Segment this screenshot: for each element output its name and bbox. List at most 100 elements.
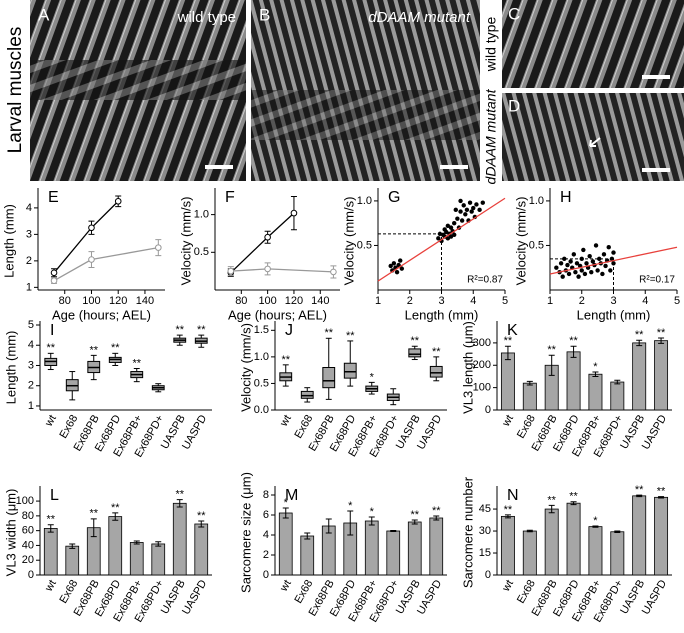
error-bar	[526, 529, 533, 533]
significance: *	[593, 361, 598, 373]
point	[587, 253, 592, 259]
significance: **	[111, 342, 120, 354]
panel-label: A	[38, 5, 50, 24]
error-bar	[69, 543, 76, 549]
x-tick-label: 120	[285, 295, 303, 307]
significance: **	[504, 504, 513, 516]
significance: **	[432, 505, 441, 517]
panel-label: J	[285, 322, 293, 339]
point	[579, 268, 584, 273]
y-tick-label: 0.5	[357, 239, 372, 251]
x-tick-label: 3	[438, 295, 444, 307]
box	[429, 365, 443, 378]
panel-label: D	[508, 96, 520, 115]
error-bar	[176, 499, 183, 508]
bar	[429, 517, 444, 576]
point	[453, 207, 458, 213]
point	[458, 209, 463, 214]
error-bar	[592, 525, 599, 528]
error-bar	[548, 354, 555, 376]
significance: *	[370, 506, 375, 518]
significance: **	[111, 502, 120, 514]
y-tick-label: 100	[473, 382, 491, 394]
micrograph	[502, 93, 684, 181]
point	[88, 256, 95, 263]
x-tick-label: 5	[502, 295, 508, 307]
significance: *	[370, 371, 375, 383]
y-tick-label: 1	[28, 400, 34, 412]
significance: **	[504, 335, 513, 347]
point	[330, 268, 337, 276]
bar	[500, 352, 515, 411]
micrograph	[502, 0, 684, 88]
y-tick-label: 20	[22, 554, 34, 566]
x-tick-label: Ex68	[515, 578, 538, 606]
point	[469, 209, 474, 214]
y-tick-label: 4	[263, 529, 269, 541]
bar	[588, 526, 603, 576]
x-tick-label: 3	[610, 295, 616, 307]
panel-label: C	[508, 4, 520, 23]
point	[477, 207, 482, 213]
significance: **	[547, 344, 556, 356]
error-bar	[570, 345, 577, 358]
y-tick-label: 3	[26, 228, 32, 240]
point	[264, 233, 271, 241]
x-tick-label: 4	[642, 295, 648, 307]
scale-bar	[642, 168, 670, 172]
y-axis-label: Velocity (mm/s)	[178, 197, 193, 286]
y-tick-label: 60	[22, 525, 34, 537]
bar	[522, 382, 537, 411]
bar	[300, 535, 315, 576]
x-tick-label: 80	[59, 295, 71, 307]
bar	[129, 542, 144, 576]
significance: **	[346, 330, 355, 342]
y-tick-label: 45	[479, 503, 491, 515]
point	[264, 265, 271, 273]
error-bar	[636, 494, 643, 498]
bar	[108, 516, 123, 576]
bar	[588, 373, 603, 411]
error-bar	[133, 540, 140, 545]
y-tick-label: 1.0	[529, 195, 544, 207]
x-tick-label: wt	[42, 413, 58, 429]
point	[566, 271, 572, 277]
y-tick-label: 0.0	[254, 404, 269, 416]
box	[300, 390, 314, 399]
bar	[522, 530, 537, 576]
bar	[654, 340, 669, 411]
x-tick-label: 4	[470, 295, 476, 307]
point	[114, 197, 122, 205]
y-tick-label: 0	[28, 569, 34, 581]
error-bar	[411, 519, 418, 525]
y-tick-label: 0	[485, 404, 491, 416]
y-tick-label: 6	[263, 509, 269, 521]
point	[609, 256, 615, 262]
y-axis-label: Velocity (mm/s)	[238, 323, 253, 412]
x-axis-label: Age (hours; AEL)	[228, 307, 327, 322]
bar	[544, 508, 559, 576]
point	[573, 269, 578, 275]
y-tick-label: 40	[22, 539, 34, 551]
point	[464, 207, 470, 213]
point	[452, 232, 457, 237]
point	[227, 267, 235, 275]
significance: **	[132, 357, 141, 369]
x-tick-label: 80	[235, 295, 247, 307]
x-axis-label: Length (mm)	[577, 307, 651, 322]
y-tick-label: 2	[28, 380, 34, 392]
fit-line	[549, 246, 678, 275]
series-line	[230, 268, 334, 273]
point	[436, 236, 441, 241]
error-bar	[155, 541, 162, 547]
panel-label: M	[285, 487, 298, 504]
significance: **	[175, 324, 184, 336]
y-axis-label: VL3 width (μm)	[3, 489, 18, 577]
point	[458, 198, 463, 204]
error-bar	[592, 371, 599, 377]
error-bar	[198, 520, 205, 528]
x-tick-label: 1	[547, 295, 553, 307]
error-bar	[570, 501, 577, 506]
y-tick-label: 0.5	[194, 246, 209, 258]
